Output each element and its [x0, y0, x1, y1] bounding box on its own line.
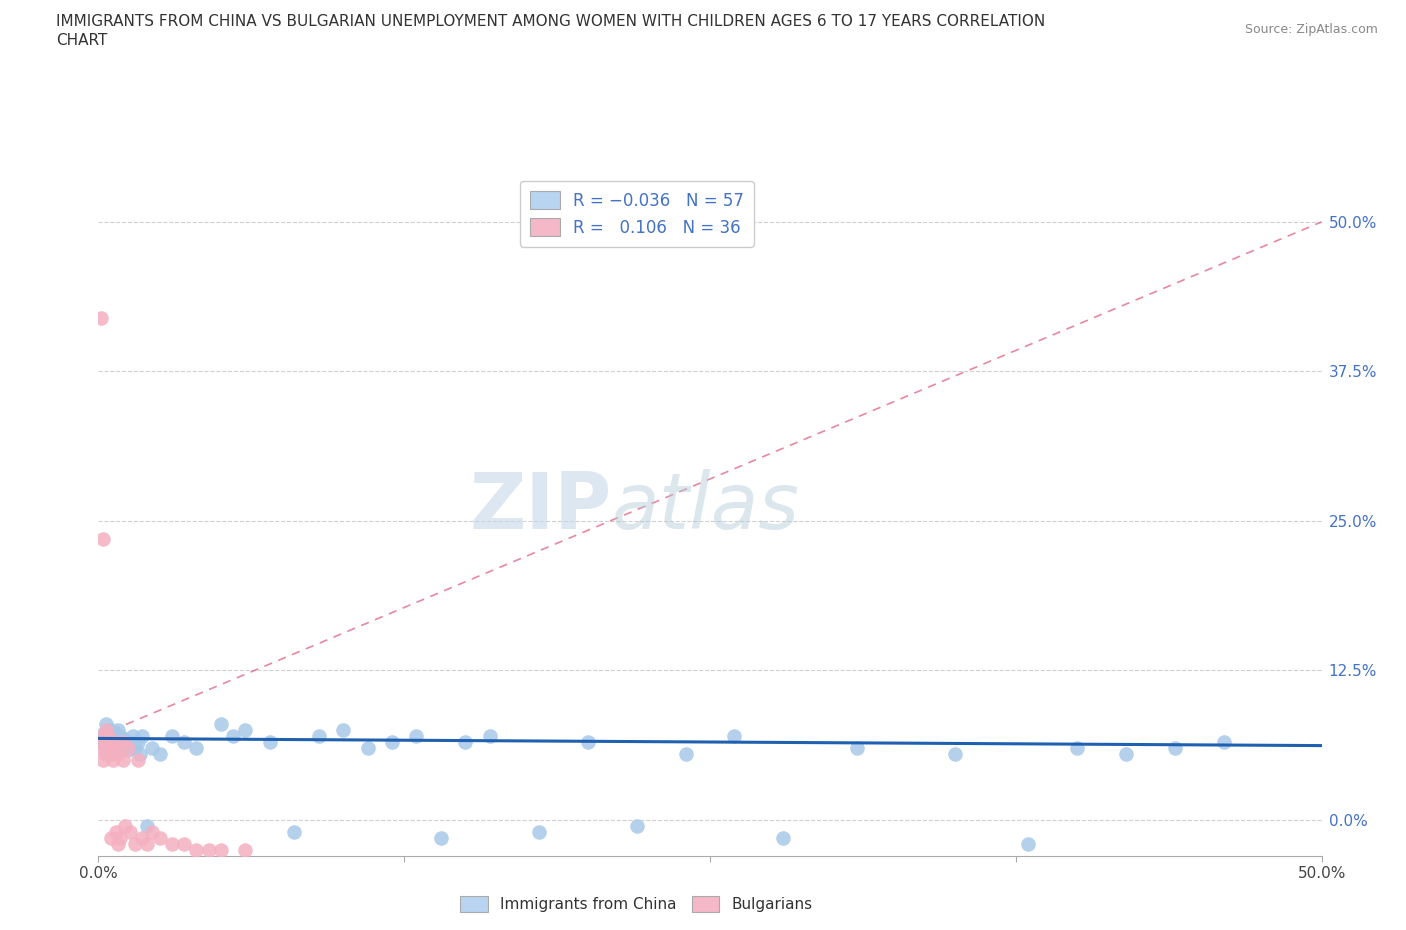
Point	[97, 747, 120, 762]
Point	[405, 728, 427, 743]
Point	[845, 740, 868, 755]
Point	[94, 717, 117, 732]
Point	[90, 735, 112, 750]
Point	[233, 723, 256, 737]
Point	[107, 735, 129, 750]
Point	[381, 735, 404, 750]
Point	[209, 843, 232, 857]
Point	[91, 531, 114, 546]
Point	[101, 752, 124, 767]
Point	[94, 723, 117, 737]
Point	[454, 735, 477, 750]
Point	[160, 728, 183, 743]
Point	[1212, 735, 1234, 750]
Point	[131, 830, 153, 845]
Point	[94, 735, 117, 750]
Text: Source: ZipAtlas.com: Source: ZipAtlas.com	[1244, 23, 1378, 36]
Point	[94, 747, 117, 762]
Point	[104, 726, 127, 741]
Point	[111, 752, 134, 767]
Point	[117, 743, 139, 758]
Point	[107, 723, 129, 737]
Point	[110, 740, 132, 755]
Point	[97, 728, 120, 743]
Point	[104, 824, 127, 839]
Point	[120, 735, 142, 750]
Point	[576, 735, 599, 750]
Point	[332, 723, 354, 737]
Point	[114, 818, 136, 833]
Point	[124, 836, 146, 851]
Point	[160, 836, 183, 851]
Point	[308, 728, 330, 743]
Point	[186, 740, 208, 755]
Point	[107, 836, 129, 851]
Point	[233, 843, 256, 857]
Point	[141, 740, 163, 755]
Point	[111, 735, 134, 750]
Point	[90, 310, 112, 325]
Point	[1115, 747, 1137, 762]
Point	[117, 740, 139, 755]
Point	[173, 836, 195, 851]
Text: ZIP: ZIP	[470, 470, 612, 545]
Point	[149, 747, 172, 762]
Point	[97, 740, 120, 755]
Point	[131, 728, 153, 743]
Point	[197, 843, 219, 857]
Point	[111, 731, 134, 746]
Point	[675, 747, 697, 762]
Point	[120, 824, 142, 839]
Point	[90, 740, 112, 755]
Point	[104, 735, 127, 750]
Point	[1164, 740, 1187, 755]
Point	[127, 752, 149, 767]
Point	[100, 735, 122, 750]
Point	[356, 740, 378, 755]
Point	[141, 824, 163, 839]
Legend: Immigrants from China, Bulgarians: Immigrants from China, Bulgarians	[451, 886, 823, 922]
Point	[943, 747, 966, 762]
Point	[100, 830, 122, 845]
Text: IMMIGRANTS FROM CHINA VS BULGARIAN UNEMPLOYMENT AMONG WOMEN WITH CHILDREN AGES 6: IMMIGRANTS FROM CHINA VS BULGARIAN UNEMP…	[56, 14, 1046, 29]
Text: CHART: CHART	[56, 33, 108, 47]
Point	[209, 717, 232, 732]
Point	[110, 830, 132, 845]
Point	[149, 830, 172, 845]
Point	[101, 740, 124, 755]
Point	[100, 723, 122, 737]
Point	[1066, 740, 1088, 755]
Point	[430, 830, 453, 845]
Point	[626, 818, 648, 833]
Point	[136, 836, 159, 851]
Point	[527, 824, 550, 839]
Point	[1017, 836, 1039, 851]
Text: atlas: atlas	[612, 470, 800, 545]
Point	[94, 740, 117, 755]
Point	[104, 743, 127, 758]
Point	[97, 728, 120, 743]
Point	[283, 824, 305, 839]
Point	[222, 728, 245, 743]
Point	[107, 747, 129, 762]
Point	[110, 728, 132, 743]
Point	[129, 747, 152, 762]
Point	[124, 740, 146, 755]
Point	[186, 843, 208, 857]
Point	[173, 735, 195, 750]
Point	[101, 731, 124, 746]
Point	[91, 752, 114, 767]
Point	[121, 728, 143, 743]
Point	[259, 735, 281, 750]
Point	[91, 728, 114, 743]
Point	[127, 735, 149, 750]
Point	[136, 818, 159, 833]
Point	[101, 740, 124, 755]
Point	[100, 747, 122, 762]
Point	[91, 726, 114, 741]
Point	[723, 728, 745, 743]
Point	[772, 830, 794, 845]
Point	[478, 728, 501, 743]
Point	[114, 738, 136, 753]
